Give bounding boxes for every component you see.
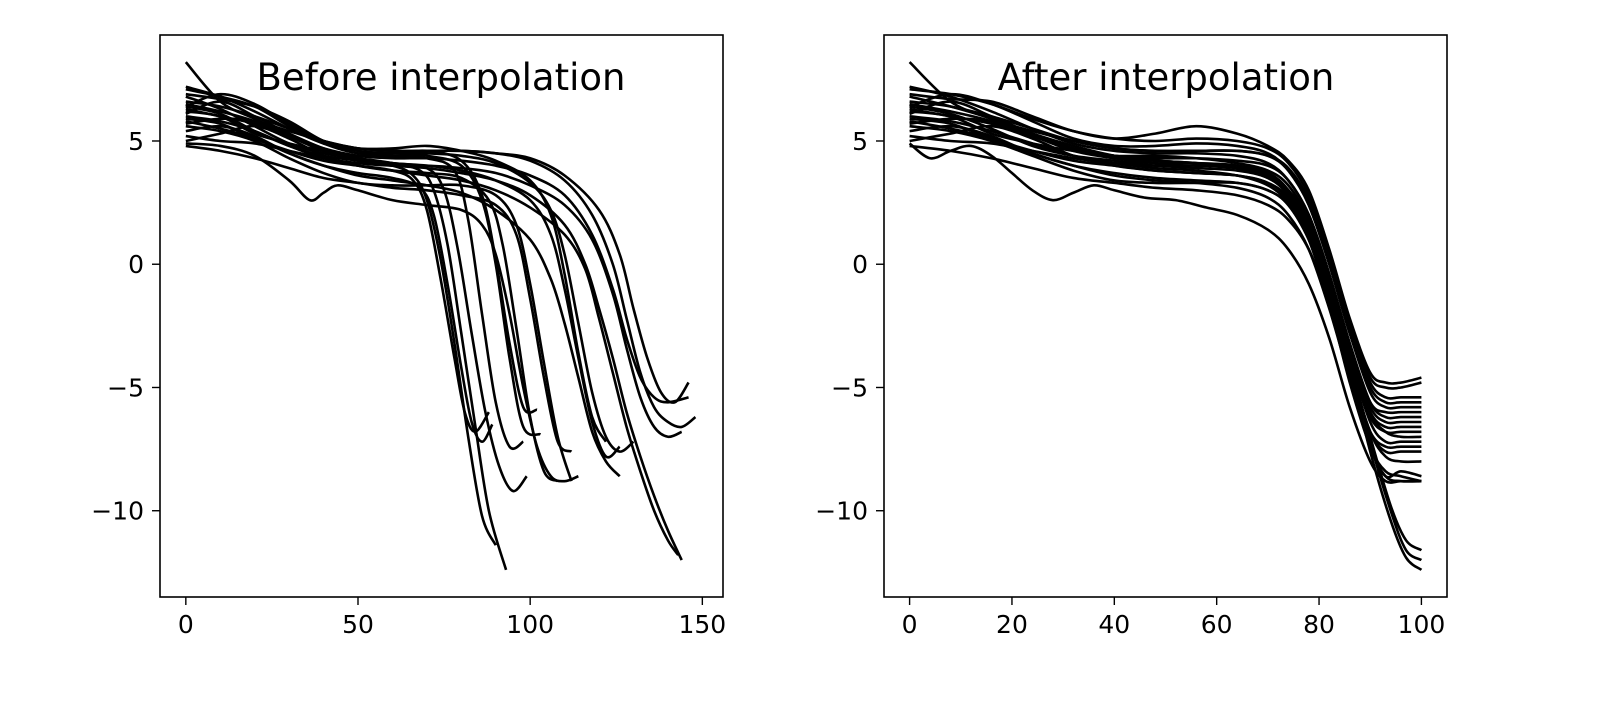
x-tick-label: 40 <box>1098 610 1130 639</box>
x-tick-label: 100 <box>506 610 554 639</box>
y-tick-label: −5 <box>107 373 144 402</box>
chart-after-interpolation: 0 20 40 60 80 100 5 0 −5 −10 After interpolation <box>815 34 1448 639</box>
series-line-22 <box>185 142 579 483</box>
y-tick-label: 5 <box>852 127 868 156</box>
y-tick-label: −5 <box>831 373 868 402</box>
x-tick-label: 60 <box>1201 610 1233 639</box>
y-tick-label: 5 <box>128 127 144 156</box>
x-tick-label: 150 <box>678 610 726 639</box>
series-line-15 <box>909 87 1422 390</box>
y-tick-label: −10 <box>91 497 144 526</box>
series-line-12 <box>185 92 608 443</box>
series-line-17 <box>909 92 1422 405</box>
series-line-17 <box>185 115 680 556</box>
series-line-18 <box>185 134 683 439</box>
axes-frame <box>883 34 1448 598</box>
series-line-2 <box>185 95 508 571</box>
y-tick-label: 0 <box>128 250 144 279</box>
chart-title: After interpolation <box>998 56 1335 99</box>
axes-frame <box>159 34 724 598</box>
series-line-21 <box>185 100 690 404</box>
x-tick-label: 100 <box>1398 610 1446 639</box>
series-line-19 <box>909 117 1422 425</box>
series-line-16 <box>909 92 1422 385</box>
series-line-11 <box>185 144 573 453</box>
series-line-14 <box>909 100 1422 400</box>
series-line-8 <box>185 92 542 437</box>
x-tick-label: 50 <box>342 610 374 639</box>
x-tick-label: 0 <box>902 610 918 639</box>
y-tick-label: −10 <box>815 497 868 526</box>
y-tick-label: 0 <box>852 250 868 279</box>
x-tick-label: 0 <box>178 610 194 639</box>
series-line-20 <box>909 124 1422 435</box>
series-line-19 <box>185 102 689 404</box>
series-line-22 <box>908 142 1422 484</box>
x-tick-label: 80 <box>1303 610 1335 639</box>
chart-title: Before interpolation <box>257 56 626 99</box>
x-tick-label: 20 <box>996 610 1028 639</box>
series-line-21 <box>909 110 1422 415</box>
